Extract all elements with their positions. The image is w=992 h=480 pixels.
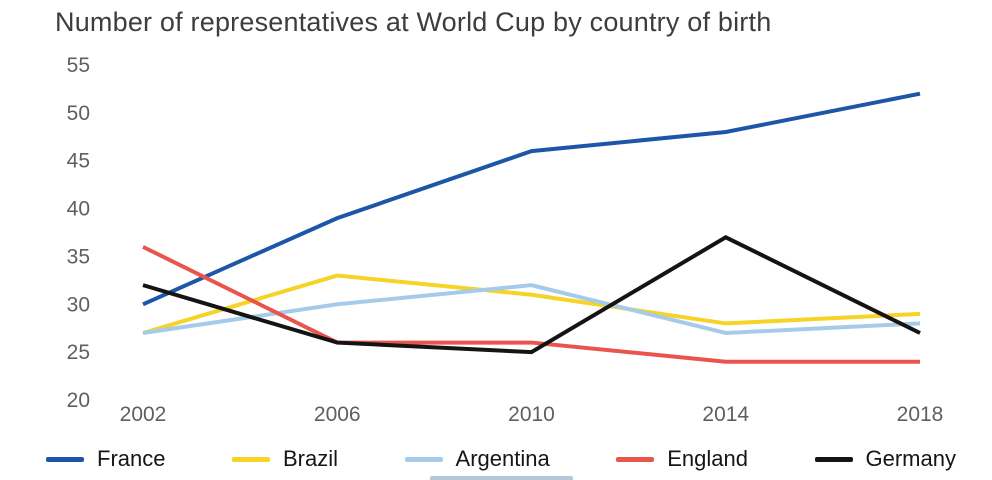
x-tick-label: 2002 xyxy=(120,403,167,426)
y-tick-label: 50 xyxy=(67,102,90,125)
legend-swatch-argentina xyxy=(404,456,443,462)
legend-item-brazil: Brazil xyxy=(232,446,338,472)
legend-swatch-brazil xyxy=(232,456,270,462)
x-tick-label: 2010 xyxy=(508,403,555,426)
legend-item-france: France xyxy=(46,446,165,472)
legend-swatch-germany xyxy=(814,456,853,462)
legend-item-england: England xyxy=(616,446,748,472)
y-tick-label: 25 xyxy=(67,341,90,364)
x-tick-label: 2018 xyxy=(897,403,944,426)
legend-swatch-france xyxy=(46,456,84,462)
line-chart-plot-area: 20 25 30 35 40 45 50 55 2002 2006 2010 2014 2018 xyxy=(67,54,944,426)
legend-label-france: France xyxy=(97,446,166,471)
legend-label-germany: Germany xyxy=(865,446,956,471)
legend-item-argentina: Argentina xyxy=(404,446,550,472)
horizontal-scrollbar-thumb[interactable] xyxy=(430,476,573,480)
legend-label-england: England xyxy=(667,446,748,471)
line-brazil xyxy=(142,273,921,335)
legend-item-germany: Germany xyxy=(814,446,956,472)
y-tick-label: 20 xyxy=(67,389,90,412)
x-tick-label: 2006 xyxy=(314,403,361,426)
y-tick-label: 30 xyxy=(67,293,90,316)
x-tick-label: 2014 xyxy=(702,403,749,426)
line-england xyxy=(142,245,920,364)
line-argentina xyxy=(142,283,921,336)
legend-label-brazil: Brazil xyxy=(283,446,339,471)
line-france xyxy=(142,91,921,307)
chart-title: Number of representatives at World Cup b… xyxy=(55,7,772,37)
y-tick-label: 40 xyxy=(67,198,90,221)
legend-swatch-england xyxy=(616,456,655,462)
line-germany xyxy=(142,235,921,355)
legend-label-argentina: Argentina xyxy=(455,446,550,471)
y-tick-label: 35 xyxy=(67,245,90,268)
y-tick-label: 45 xyxy=(67,150,90,173)
y-tick-label: 55 xyxy=(67,54,90,77)
chart-legend: France Brazil Argentina England Germany xyxy=(0,444,992,474)
